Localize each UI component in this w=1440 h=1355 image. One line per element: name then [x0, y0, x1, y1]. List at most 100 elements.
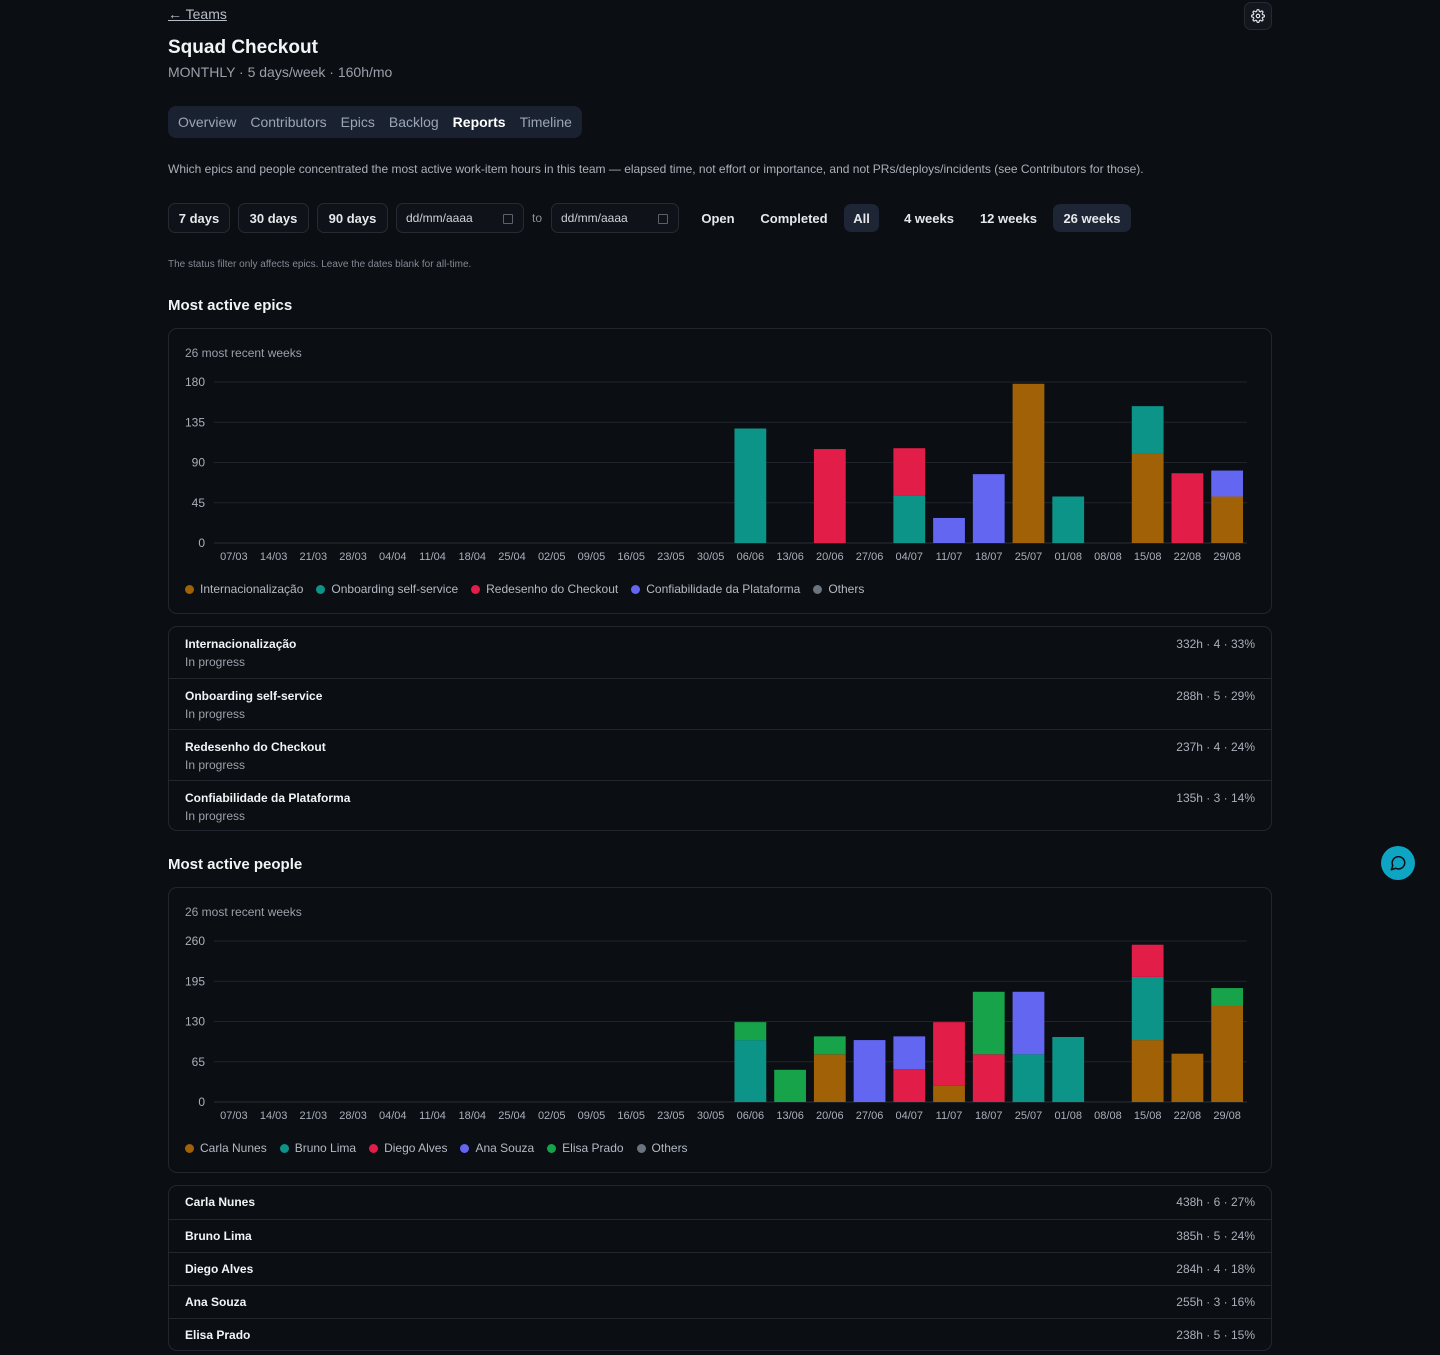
epic-name: Internacionalização — [185, 637, 297, 651]
tab-backlog[interactable]: Backlog — [388, 114, 439, 130]
x-tick-label: 11/04 — [419, 551, 446, 563]
x-tick-label: 01/08 — [1054, 1110, 1082, 1122]
people-list: Carla Nunes 438h · 6 · 27% Bruno Lima 38… — [168, 1185, 1272, 1351]
list-item[interactable]: Ana Souza 255h · 3 · 16% — [169, 1285, 1271, 1318]
bar-segment — [972, 1054, 1005, 1102]
bar-segment — [893, 1036, 926, 1070]
x-tick-label: 11/07 — [936, 1110, 963, 1122]
x-tick-label: 20/06 — [816, 551, 844, 563]
status-completed-button[interactable]: Completed — [760, 210, 828, 226]
bar-segment — [1131, 944, 1164, 977]
x-tick-label: 27/06 — [856, 1110, 884, 1122]
range-7-days-button[interactable]: 7 days — [168, 203, 230, 233]
tab-contributors[interactable]: Contributors — [250, 114, 327, 130]
bar-segment — [893, 1069, 926, 1102]
filter-hint: The status filter only affects epics. Le… — [168, 259, 472, 270]
legend-swatch — [636, 1143, 646, 1153]
bar-segment — [734, 1022, 767, 1041]
date-from-input[interactable]: dd/mm/aaaa — [396, 203, 524, 233]
legend-label: Others — [651, 1141, 688, 1155]
x-tick-label: 21/03 — [300, 1110, 328, 1122]
x-tick-label: 25/04 — [498, 1110, 526, 1122]
status-all-button[interactable]: All — [844, 204, 879, 232]
bar-segment — [1211, 470, 1244, 497]
gear-icon — [1251, 9, 1265, 23]
settings-button[interactable] — [1244, 2, 1272, 30]
x-tick-label: 04/04 — [379, 1110, 407, 1122]
x-tick-label: 28/03 — [339, 1110, 367, 1122]
list-item[interactable]: Internacionalização In progress 332h · 4… — [169, 627, 1271, 678]
y-tick-label: 195 — [185, 974, 205, 988]
list-item[interactable]: Bruno Lima 385h · 5 · 24% — [169, 1219, 1271, 1252]
bar-segment — [1052, 1036, 1085, 1102]
tab-overview[interactable]: Overview — [178, 114, 237, 130]
legend-swatch — [279, 1143, 289, 1153]
list-item[interactable]: Elisa Prado 238h · 5 · 15% — [169, 1318, 1271, 1350]
y-tick-label: 45 — [192, 496, 206, 510]
x-tick-label: 04/07 — [896, 1110, 924, 1122]
people-chart: 0 65 130 195 260 07/03 14/03 21/03 28/03 04/04 11/… — [185, 934, 1247, 1122]
epics-list: Internacionalização In progress 332h · 4… — [168, 626, 1272, 831]
x-tick-label: 08/08 — [1094, 1110, 1122, 1122]
legend-label: Ana Souza — [475, 1141, 535, 1155]
date-from-placeholder: dd/mm/aaaa — [406, 211, 473, 225]
epic-stats: 237h · 4 · 24% — [1176, 740, 1255, 754]
x-tick-label: 08/08 — [1094, 551, 1122, 563]
bar-segment — [972, 474, 1005, 543]
bar-segment — [1012, 1054, 1045, 1102]
legend-item: Confiabilidade da Plataforma — [631, 582, 800, 596]
page-subtitle: MONTHLY · 5 days/week · 160h/mo — [168, 64, 393, 80]
epics-chart-legend: Internacionalização Onboarding self-servi… — [185, 582, 864, 596]
tab-epics[interactable]: Epics — [340, 114, 375, 130]
person-name: Ana Souza — [185, 1295, 247, 1309]
bar-segment — [933, 1022, 965, 1086]
weeks-4-button[interactable]: 4 weeks — [904, 210, 954, 226]
legend-label: Carla Nunes — [200, 1141, 267, 1155]
list-item[interactable]: Confiabilidade da Plataforma In progress… — [169, 780, 1271, 830]
y-tick-label: 90 — [192, 456, 206, 470]
x-tick-label: 27/06 — [856, 551, 884, 563]
list-item[interactable]: Carla Nunes 438h · 6 · 27% — [169, 1186, 1271, 1219]
back-to-teams-link[interactable]: ← Teams — [168, 6, 227, 22]
x-tick-label: 14/03 — [260, 551, 288, 563]
date-to-placeholder: dd/mm/aaaa — [561, 211, 628, 225]
date-to-input[interactable]: dd/mm/aaaa — [551, 203, 679, 233]
bar-segment — [933, 1085, 965, 1102]
bar-segment — [1131, 1040, 1164, 1102]
epics-chart-card: 26 most recent weeks 0 45 90 135 180 07/03 14/… — [168, 328, 1272, 614]
legend-label: Redesenho do Checkout — [486, 582, 619, 596]
filter-bar: 7 days 30 days 90 days dd/mm/aaaa to dd/… — [168, 203, 1272, 233]
tab-bar: Overview Contributors Epics Backlog Repo… — [168, 106, 582, 138]
x-tick-label: 28/03 — [339, 551, 367, 563]
calendar-icon — [658, 214, 668, 224]
chat-button[interactable] — [1381, 846, 1415, 880]
people-chart-card: 26 most recent weeks 0 65 130 195 260 07/03 14… — [168, 887, 1272, 1173]
legend-item: Diego Alves — [369, 1141, 447, 1155]
legend-swatch — [369, 1143, 379, 1153]
legend-item: Ana Souza — [460, 1141, 534, 1155]
list-item[interactable]: Diego Alves 284h · 4 · 18% — [169, 1252, 1271, 1285]
list-item[interactable]: Redesenho do Checkout In progress 237h ·… — [169, 729, 1271, 780]
weeks-26-button[interactable]: 26 weeks — [1053, 204, 1131, 232]
status-open-button[interactable]: Open — [701, 210, 735, 226]
range-30-days-button[interactable]: 30 days — [238, 203, 309, 233]
x-tick-label: 18/07 — [975, 551, 1003, 563]
epic-name: Redesenho do Checkout — [185, 740, 326, 754]
list-item[interactable]: Onboarding self-service In progress 288h… — [169, 678, 1271, 729]
weeks-12-button[interactable]: 12 weeks — [979, 210, 1038, 226]
x-tick-label: 25/07 — [1015, 1110, 1043, 1122]
bar-segment — [813, 1036, 846, 1055]
x-tick-label: 07/03 — [220, 551, 248, 563]
bar-segment — [1211, 1006, 1244, 1102]
legend-label: Bruno Lima — [294, 1141, 357, 1155]
legend-item: Bruno Lima — [279, 1141, 357, 1155]
x-tick-label: 11/04 — [419, 1110, 446, 1122]
range-90-days-button[interactable]: 90 days — [317, 203, 388, 233]
x-tick-label: 18/04 — [458, 1110, 486, 1122]
legend-swatch — [185, 584, 194, 594]
bar-segment — [1131, 406, 1164, 454]
reports-description: Which epics and people concentrated the … — [168, 162, 1144, 176]
legend-swatch — [471, 584, 481, 594]
tab-reports[interactable]: Reports — [452, 114, 506, 130]
tab-timeline[interactable]: Timeline — [519, 114, 572, 130]
